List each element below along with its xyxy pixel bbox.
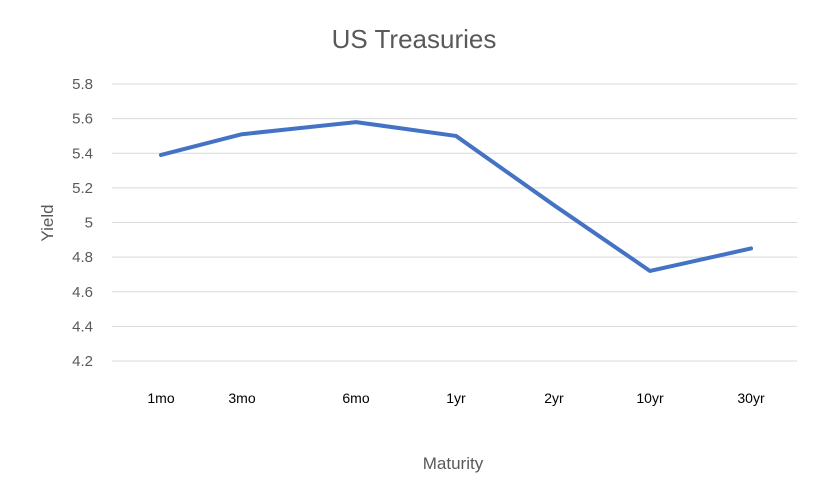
y-tick-label: 5.6 (72, 111, 93, 128)
x-tick-label: 6mo (342, 390, 369, 406)
y-tick-labels: 4.2 4.4 4.6 4.8 5 5.2 5.4 5.6 5.8 (72, 76, 93, 370)
x-tick-labels: 1mo 3mo 6mo 1yr 2yr 10yr 30yr (147, 390, 765, 406)
x-tick-label: 3mo (228, 390, 255, 406)
y-tick-label: 5 (85, 215, 93, 232)
series-layer (159, 120, 753, 273)
x-tick-label: 10yr (636, 390, 664, 406)
y-tick-label: 5.8 (72, 76, 93, 93)
chart-title: US Treasuries (332, 24, 497, 54)
y-axis-title: Yield (38, 204, 57, 241)
x-tick-label: 2yr (544, 390, 564, 406)
x-tick-label: 1yr (446, 390, 466, 406)
x-axis-title: Maturity (423, 454, 484, 473)
y-tick-label: 4.6 (72, 284, 93, 301)
y-tick-label: 4.4 (72, 318, 93, 335)
x-tick-label: 1mo (147, 390, 174, 406)
y-tick-label: 4.8 (72, 249, 93, 266)
y-gridlines (112, 83, 797, 362)
x-tick-label: 30yr (737, 390, 765, 406)
y-tick-label: 5.4 (72, 145, 93, 162)
y-tick-label: 5.2 (72, 180, 93, 197)
y-tick-label: 4.2 (72, 353, 93, 370)
